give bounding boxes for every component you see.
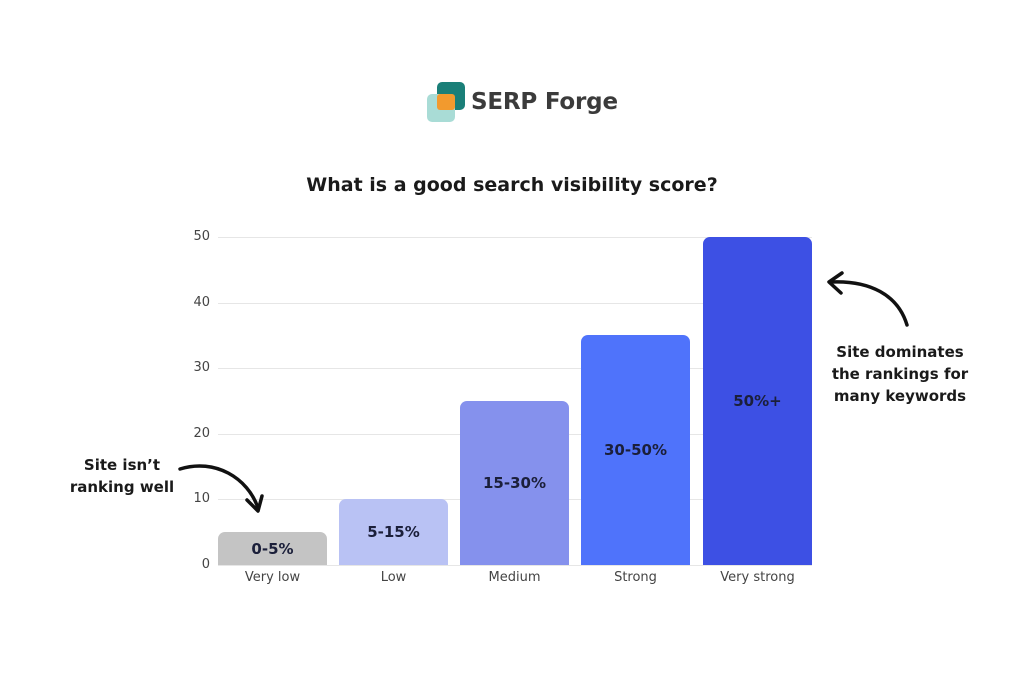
bar-value-label: 50%+ — [733, 392, 782, 410]
bar-value-label: 30-50% — [603, 441, 667, 460]
bar-value-label: 15-30% — [482, 474, 546, 492]
annotation-line: Site isn’t — [83, 456, 161, 474]
x-category-label: Strong — [614, 570, 657, 585]
bar-low: 5-15% — [339, 499, 448, 565]
gridline — [218, 302, 812, 304]
annotation-line: the rankings for — [831, 365, 969, 383]
y-tick-label: 20 — [193, 425, 210, 441]
bar-very-strong: 50%+ — [703, 237, 812, 565]
annotation-line: Site dominates — [836, 343, 964, 361]
y-tick-label: 30 — [193, 360, 210, 376]
x-category-label: Very strong — [720, 570, 795, 585]
gridline — [218, 237, 812, 238]
x-category-label: Medium — [488, 570, 541, 585]
bar-value-label: 5-15% — [367, 523, 420, 542]
serp-forge-logo: SERP Forge — [427, 82, 618, 122]
gridline — [218, 368, 812, 370]
annotation-dominates: Site dominates the rankings for many key… — [815, 341, 985, 407]
logo-mark-icon — [427, 82, 467, 122]
y-tick-label: 0 — [201, 557, 210, 572]
annotation-not-ranking: Site isn’t ranking well — [62, 454, 182, 498]
y-tick-label: 50 — [193, 229, 210, 244]
bar-medium: 15-30% — [460, 401, 569, 565]
bar-strong: 30-50% — [581, 335, 690, 565]
x-category-label: Low — [380, 570, 407, 585]
brand-name: SERP Forge — [471, 89, 618, 115]
annotation-line: many keywords — [833, 387, 967, 405]
gridline — [218, 565, 812, 566]
bar-value-label: 0-5% — [251, 539, 294, 558]
annotation-line: ranking well — [69, 478, 175, 496]
y-tick-label: 40 — [193, 294, 210, 310]
logo-square-overlap — [437, 94, 455, 110]
bar-very-low: 0-5% — [218, 532, 327, 565]
x-category-label: Very low — [244, 570, 301, 585]
y-tick-label: 10 — [193, 491, 210, 507]
chart-title: What is a good search visibility score? — [306, 174, 718, 196]
